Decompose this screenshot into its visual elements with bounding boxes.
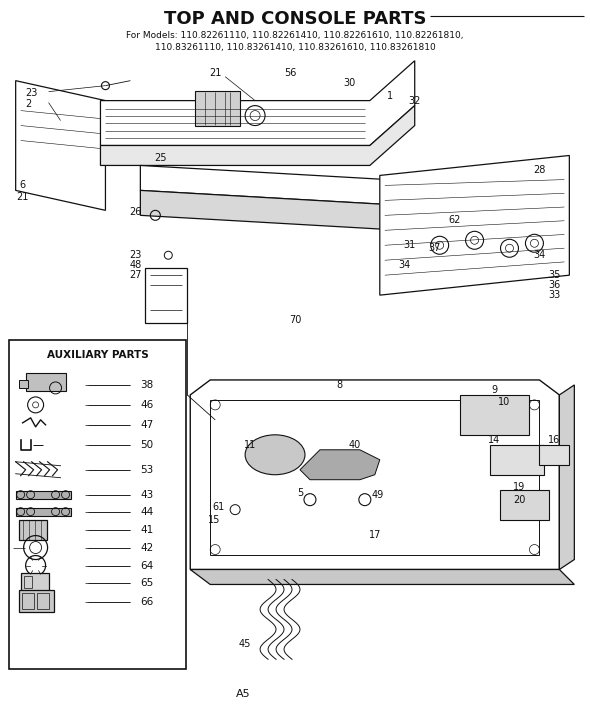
Text: 53: 53 bbox=[140, 465, 153, 475]
Text: 26: 26 bbox=[129, 208, 142, 218]
Text: 61: 61 bbox=[212, 502, 224, 512]
Text: 35: 35 bbox=[548, 270, 560, 280]
Text: 33: 33 bbox=[548, 290, 560, 300]
Text: 28: 28 bbox=[533, 165, 546, 175]
Bar bbox=[19, 591, 54, 612]
Polygon shape bbox=[460, 395, 529, 435]
Polygon shape bbox=[16, 81, 106, 211]
Text: 56: 56 bbox=[284, 68, 296, 77]
Text: 62: 62 bbox=[448, 216, 461, 226]
Text: 50: 50 bbox=[140, 440, 153, 450]
Text: 110.83261110, 110.83261410, 110.83261610, 110.83261810: 110.83261110, 110.83261410, 110.83261610… bbox=[155, 43, 435, 52]
Bar bbox=[16, 508, 71, 516]
Text: 23: 23 bbox=[25, 87, 38, 97]
Polygon shape bbox=[380, 155, 569, 295]
Text: 2: 2 bbox=[25, 99, 32, 109]
Bar bbox=[22, 594, 34, 609]
Polygon shape bbox=[300, 450, 380, 480]
Text: 21: 21 bbox=[209, 68, 221, 77]
Polygon shape bbox=[140, 190, 490, 236]
Text: 14: 14 bbox=[489, 435, 501, 445]
Polygon shape bbox=[190, 380, 559, 569]
Text: 36: 36 bbox=[548, 280, 560, 290]
Bar bbox=[19, 520, 47, 540]
Text: 31: 31 bbox=[404, 241, 416, 251]
Bar bbox=[210, 400, 539, 554]
Text: 16: 16 bbox=[548, 435, 560, 445]
Text: 46: 46 bbox=[140, 400, 153, 410]
Text: 1: 1 bbox=[386, 91, 393, 101]
Text: 49: 49 bbox=[372, 490, 384, 500]
Text: 65: 65 bbox=[140, 579, 153, 589]
Text: 70: 70 bbox=[289, 315, 301, 325]
Text: 44: 44 bbox=[140, 507, 153, 517]
Text: 10: 10 bbox=[499, 397, 510, 407]
Text: 42: 42 bbox=[140, 543, 153, 553]
Bar bbox=[16, 490, 71, 498]
Bar bbox=[490, 445, 545, 475]
Polygon shape bbox=[190, 569, 574, 584]
Text: 47: 47 bbox=[140, 420, 153, 430]
Polygon shape bbox=[100, 61, 415, 145]
Text: 40: 40 bbox=[349, 440, 361, 450]
Text: 32: 32 bbox=[408, 96, 421, 105]
Text: 15: 15 bbox=[208, 515, 221, 525]
Polygon shape bbox=[559, 385, 574, 569]
Text: 8: 8 bbox=[337, 380, 343, 390]
Bar bbox=[500, 490, 549, 520]
Text: 25: 25 bbox=[154, 153, 166, 163]
Text: 9: 9 bbox=[491, 385, 497, 395]
Text: TOP AND CONSOLE PARTS: TOP AND CONSOLE PARTS bbox=[164, 10, 426, 28]
Text: 34: 34 bbox=[533, 251, 546, 260]
Text: 34: 34 bbox=[399, 260, 411, 270]
Text: 41: 41 bbox=[140, 525, 153, 535]
Polygon shape bbox=[140, 165, 490, 211]
Text: 45: 45 bbox=[239, 639, 251, 649]
Bar bbox=[145, 268, 187, 323]
Text: 38: 38 bbox=[140, 380, 153, 390]
Text: 19: 19 bbox=[513, 482, 526, 492]
Text: AUXILIARY PARTS: AUXILIARY PARTS bbox=[47, 350, 148, 360]
Bar bbox=[24, 576, 32, 589]
Bar bbox=[37, 594, 48, 609]
Text: 5: 5 bbox=[297, 488, 303, 498]
Text: A5: A5 bbox=[236, 690, 250, 700]
Text: 30: 30 bbox=[344, 77, 356, 87]
Bar bbox=[539, 445, 569, 465]
FancyBboxPatch shape bbox=[9, 340, 186, 669]
Text: 37: 37 bbox=[428, 243, 441, 253]
Text: 66: 66 bbox=[140, 597, 153, 607]
Bar bbox=[25, 373, 65, 391]
Text: 23: 23 bbox=[129, 251, 142, 260]
Text: 27: 27 bbox=[129, 270, 142, 280]
Text: For Models: 110.82261110, 110.82261410, 110.82261610, 110.82261810,: For Models: 110.82261110, 110.82261410, … bbox=[126, 32, 464, 40]
Bar bbox=[21, 574, 48, 591]
Text: 11: 11 bbox=[244, 440, 256, 450]
Text: 43: 43 bbox=[140, 490, 153, 500]
Text: 17: 17 bbox=[369, 530, 381, 540]
Bar bbox=[19, 380, 28, 388]
Text: 6: 6 bbox=[19, 180, 26, 190]
Polygon shape bbox=[100, 105, 415, 165]
Text: 48: 48 bbox=[129, 260, 142, 270]
Text: 64: 64 bbox=[140, 561, 153, 571]
Ellipse shape bbox=[245, 435, 305, 475]
Bar bbox=[195, 91, 240, 125]
Text: 21: 21 bbox=[17, 193, 29, 203]
Text: 20: 20 bbox=[513, 495, 526, 505]
